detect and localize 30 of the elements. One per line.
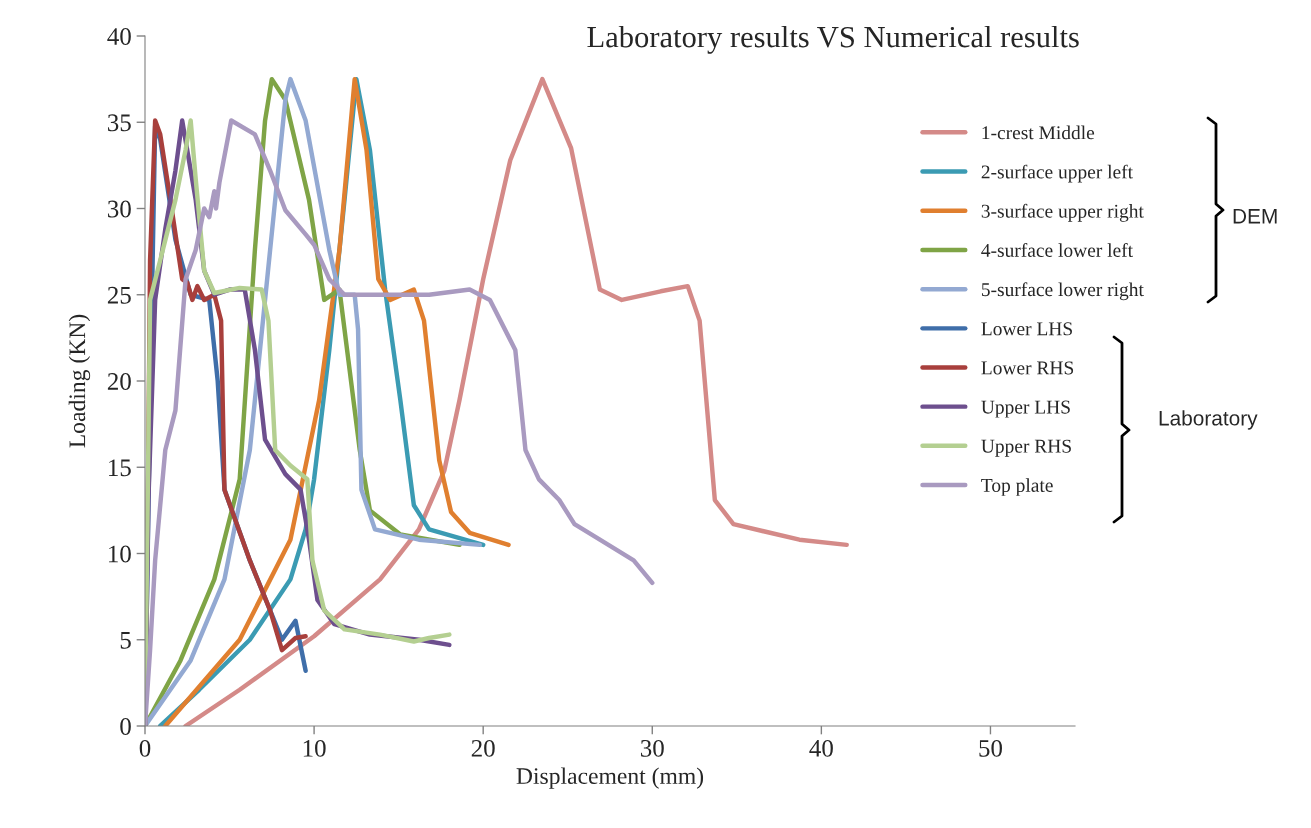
y-axis-title: Loading (KN) [68, 314, 91, 448]
x-tick-label: 40 [809, 739, 833, 757]
legend-label: 5-surface lower right [981, 282, 1144, 301]
y-tick-label: 30 [108, 200, 131, 218]
text: Laboratory [1159, 410, 1258, 430]
x-tick-label: 10 [303, 739, 326, 757]
legend-label: 3-surface upper right [981, 203, 1144, 222]
y-tick-label: 5 [120, 632, 131, 649]
legend-label: Lower LHS [981, 322, 1072, 336]
legend-label: Upper LHS [981, 400, 1070, 418]
y-tick-label: 20 [107, 373, 131, 390]
legend-label: Lower RHS [981, 361, 1074, 375]
legend-label: Upper RHS [981, 439, 1071, 457]
y-tick-label: 35 [108, 114, 131, 132]
x-axis-title: Displacement (mm) [516, 767, 704, 789]
legend-label: Top plate [981, 478, 1053, 496]
legend-label: 2-surface upper left [981, 164, 1133, 183]
y-tick-label: 10 [109, 545, 131, 563]
y-tick-label: 40 [107, 28, 131, 45]
text: DEM [1233, 209, 1277, 224]
x-tick-label: 30 [640, 739, 664, 757]
y-tick-label: 25 [107, 286, 131, 304]
legend-label: 4-surface lower left [981, 243, 1133, 257]
y-tick-label: 15 [109, 459, 131, 477]
x-tick-label: 0 [139, 739, 151, 757]
y-tick-label: 0 [120, 718, 131, 735]
chart-title: Laboratory results VS Numerical results [587, 25, 1079, 54]
legend-label: 1-crest Middle [982, 125, 1095, 140]
x-tick-label: 20 [471, 739, 495, 757]
x-tick-label: 50 [979, 739, 1002, 757]
